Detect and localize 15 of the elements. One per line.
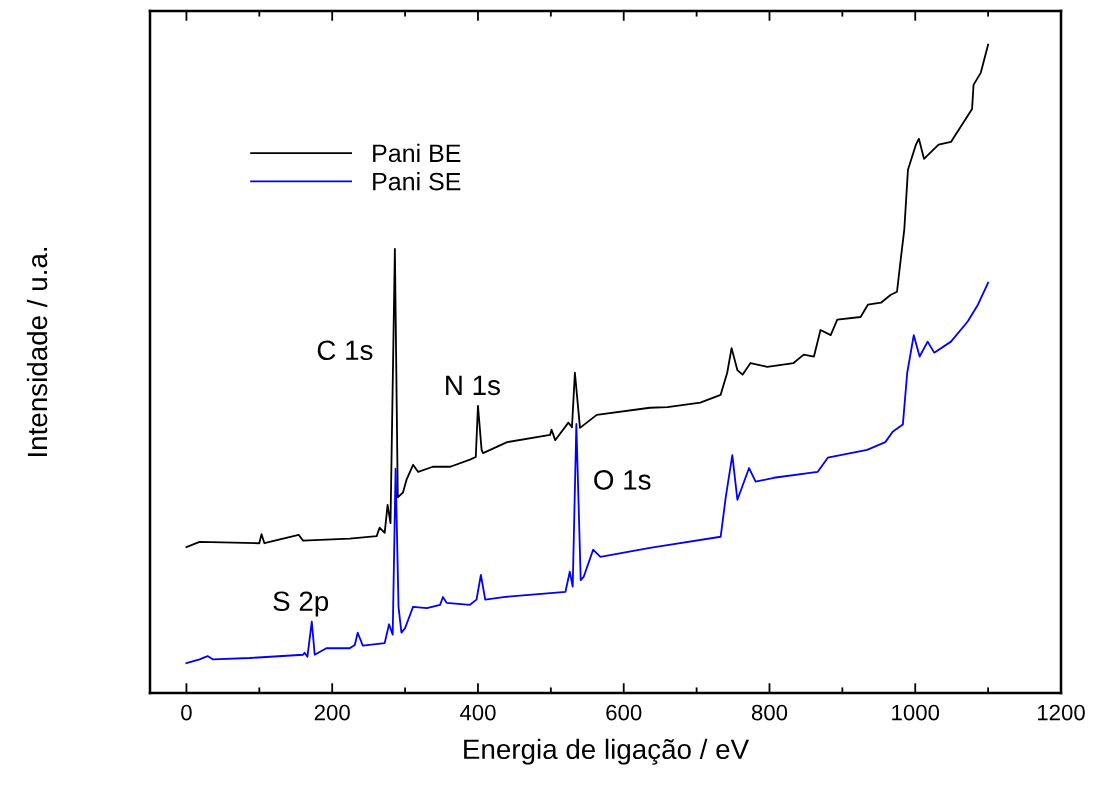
y-axis-title: Intensidade / u.a. <box>26 247 48 456</box>
x-tick-label: 600 <box>606 704 642 721</box>
x-tick-label: 1200 <box>1037 704 1085 721</box>
x-tick-label: 400 <box>459 704 496 721</box>
annotation: C 1s <box>317 340 373 361</box>
legend-label: Pani BE <box>373 143 461 163</box>
x-tick-label: 200 <box>314 704 350 721</box>
x-axis-title: Energia de ligação / eV <box>464 738 749 765</box>
x-tick-label: 1000 <box>892 704 940 721</box>
x-tick-label: 800 <box>751 704 788 721</box>
legend-label: Pani SE <box>373 172 461 191</box>
annotation: N 1s <box>446 375 500 396</box>
annotation: S 2p <box>273 591 329 617</box>
annotation: O 1s <box>594 470 651 490</box>
x-tick-label: 0 <box>181 704 192 721</box>
